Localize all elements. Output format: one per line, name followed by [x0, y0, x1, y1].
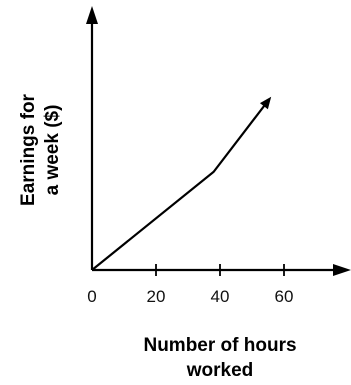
x-axis-title-line-1: Number of hours — [143, 335, 296, 356]
x-tick-label-60: 60 — [275, 287, 294, 306]
x-tick-label-0: 0 — [87, 287, 96, 306]
x-axis-title-line-2: worked — [186, 360, 254, 381]
series-0-line — [91, 102, 267, 271]
x-tick-label-40: 40 — [211, 287, 230, 306]
x-tick-label-20: 20 — [147, 287, 166, 306]
y-axis-arrowhead — [86, 6, 98, 24]
y-axis-title: Earnings for a week ($) — [18, 93, 63, 206]
series-layer — [91, 96, 272, 271]
x-axis-title: Number of hours worked — [143, 335, 296, 381]
x-ticks: 0 20 40 60 — [87, 264, 293, 306]
y-axis-title-line-2: a week ($) — [42, 105, 63, 196]
series-0-arrowhead — [259, 96, 272, 110]
x-axis — [92, 264, 351, 276]
y-axis-title-line-1: Earnings for — [18, 93, 39, 206]
x-axis-arrowhead — [333, 264, 351, 276]
y-axis — [86, 6, 98, 270]
